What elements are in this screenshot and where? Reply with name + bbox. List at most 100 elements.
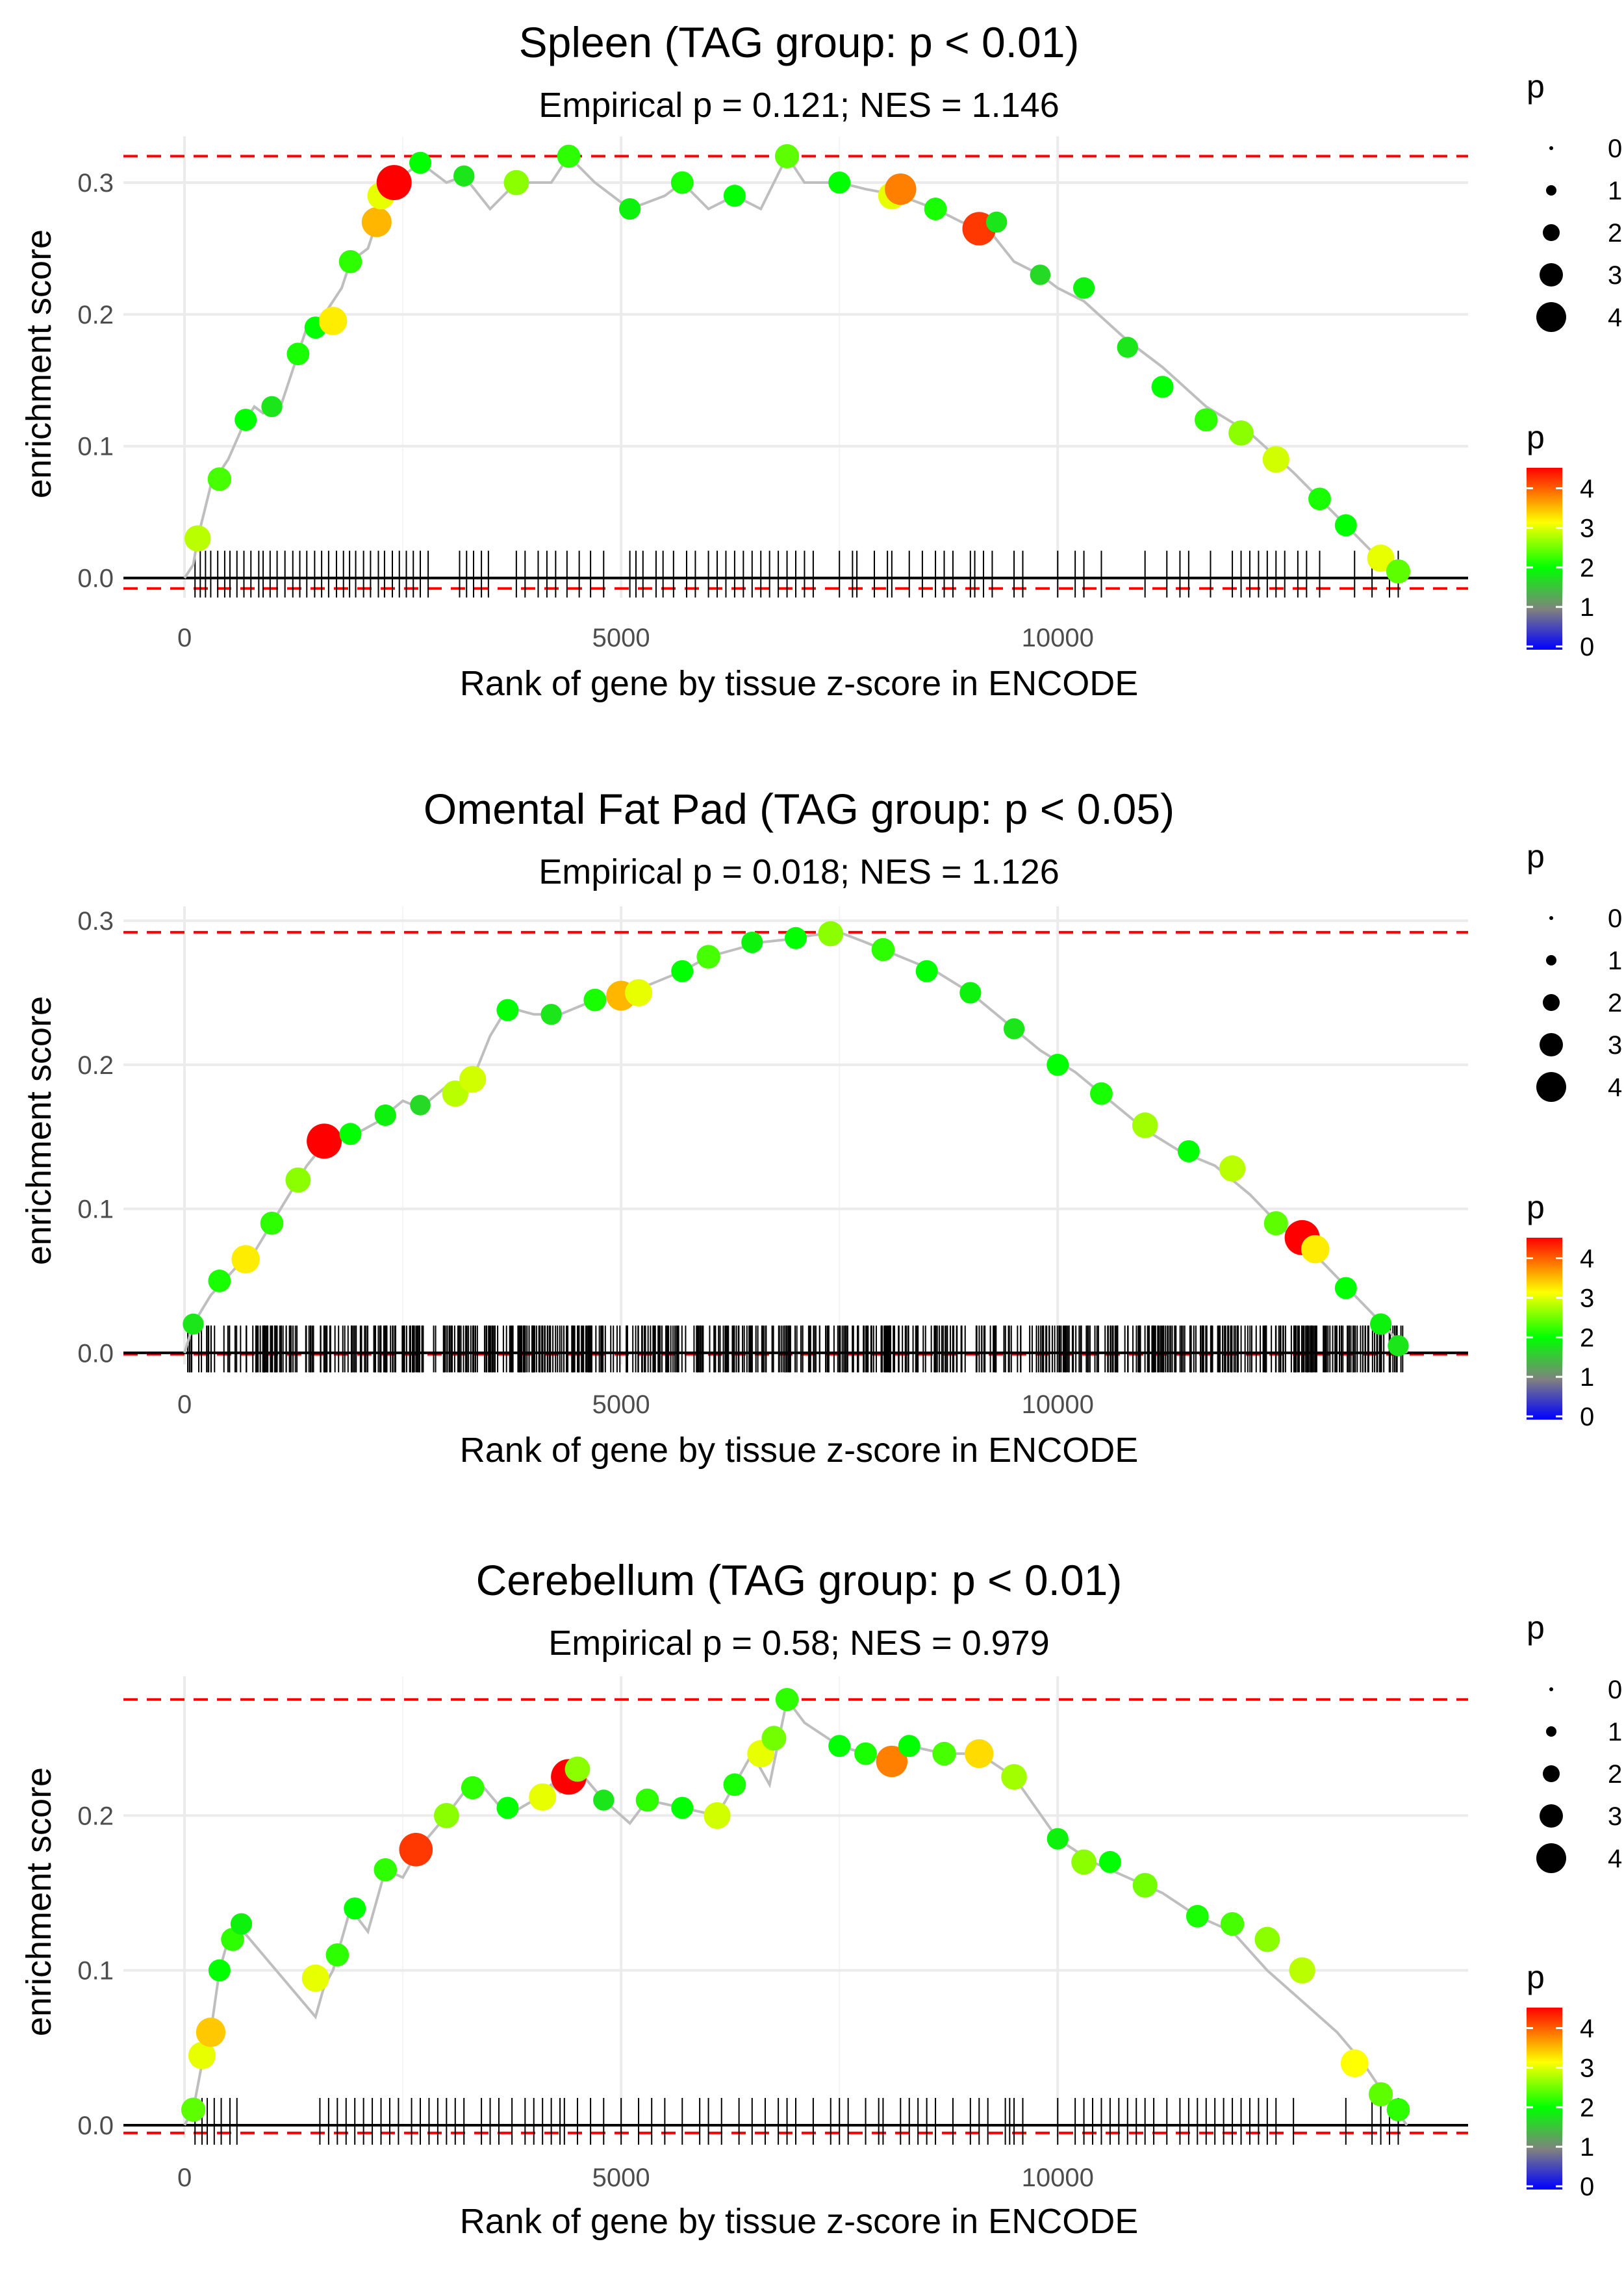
es-point — [1098, 1850, 1121, 1873]
es-point — [1047, 1828, 1069, 1850]
panel-title: Cerebellum (TAG group: p < 0.01) — [476, 1556, 1123, 1604]
es-point — [985, 211, 1008, 233]
es-point — [565, 1756, 590, 1782]
es-point — [325, 1943, 349, 1967]
x-tick-label: 10000 — [1022, 2164, 1094, 2192]
size-legend-label: 3 — [1608, 1802, 1622, 1831]
color-legend-label: 2 — [1580, 554, 1594, 582]
es-point — [828, 172, 851, 194]
color-legend-label: 1 — [1580, 2133, 1594, 2162]
color-legend-label: 1 — [1580, 593, 1594, 622]
size-legend-label: 0 — [1608, 134, 1622, 163]
size-legend-key — [1549, 146, 1553, 150]
es-point — [1219, 1155, 1246, 1182]
y-axis-label: enrichment score — [19, 1767, 58, 2036]
es-point — [1334, 1277, 1357, 1299]
size-legend-key — [1536, 302, 1566, 332]
es-point — [876, 1745, 908, 1778]
es-point — [442, 1080, 468, 1107]
es-point — [301, 1964, 329, 1992]
es-point — [1254, 1926, 1280, 1952]
es-point — [361, 207, 392, 237]
color-legend-label: 3 — [1580, 1284, 1594, 1312]
es-point — [1340, 2049, 1369, 2078]
es-point — [307, 1123, 342, 1159]
x-tick-label: 5000 — [592, 1390, 650, 1419]
y-tick-label: 0.0 — [77, 565, 114, 593]
plot-area: 0 5000 10000 0.0 0.1 0.2 0.3 — [77, 906, 1468, 1419]
es-point — [453, 165, 475, 187]
es-point — [723, 185, 746, 207]
size-legend-label: 2 — [1608, 989, 1622, 1017]
size-legend-key — [1543, 224, 1560, 241]
x-tick-label: 10000 — [1022, 624, 1094, 652]
x-tick-label: 5000 — [592, 624, 650, 652]
es-point — [1177, 1140, 1200, 1162]
es-point — [671, 1796, 694, 1819]
es-point — [196, 2017, 226, 2047]
es-point — [1228, 420, 1254, 446]
color-legend-title: p — [1527, 1959, 1545, 1995]
panel-omental-fat-pad: Omental Fat Pad (TAG group: p < 0.05) Em… — [19, 785, 1468, 1470]
y-tick-label: 0.3 — [77, 907, 114, 936]
es-point — [965, 1739, 994, 1769]
x-tick-label: 0 — [177, 1390, 192, 1419]
color-legend-bar — [1527, 468, 1562, 650]
es-point — [318, 307, 348, 335]
es-point — [286, 342, 310, 366]
size-legend-label: 0 — [1608, 1676, 1622, 1704]
es-point — [593, 1789, 615, 1811]
es-point — [496, 1796, 519, 1819]
size-legend-key — [1549, 916, 1553, 920]
es-point — [1386, 559, 1411, 584]
es-point — [635, 1788, 659, 1812]
es-point — [583, 988, 607, 1012]
es-point — [959, 982, 982, 1004]
size-legend-title: p — [1527, 838, 1545, 875]
y-tick-label: 0.1 — [77, 433, 114, 461]
es-point — [376, 165, 412, 200]
es-point — [231, 1245, 260, 1273]
es-point — [1030, 264, 1051, 285]
es-point — [208, 1270, 231, 1292]
es-point — [1334, 514, 1357, 537]
color-legend-title: p — [1527, 419, 1545, 455]
es-point — [461, 1776, 485, 1800]
es-point — [671, 960, 694, 982]
color-legend-label: 0 — [1580, 2173, 1594, 2201]
es-point — [1186, 1904, 1209, 1928]
es-point — [1289, 1957, 1315, 1984]
size-legend-title: p — [1527, 1609, 1545, 1646]
es-point — [1071, 1849, 1097, 1875]
size-legend-key — [1546, 1726, 1556, 1737]
es-point — [188, 2041, 216, 2069]
es-point — [915, 960, 938, 982]
es-point — [529, 1783, 557, 1811]
es-curve — [183, 1696, 1408, 2127]
color-legend-label: 4 — [1580, 2015, 1594, 2043]
color-legend-title: p — [1527, 1189, 1545, 1225]
es-point — [1262, 446, 1289, 473]
es-point — [1388, 1335, 1409, 1357]
es-point — [207, 467, 232, 491]
es-point — [625, 979, 653, 1007]
size-legend-key — [1549, 1687, 1553, 1691]
y-tick-label: 0.1 — [77, 1195, 114, 1224]
es-point — [670, 171, 694, 194]
color-legend-label: 2 — [1580, 2093, 1594, 2122]
x-axis-label: Rank of gene by tissue z-score in ENCODE — [460, 2202, 1138, 2241]
es-point — [1367, 544, 1395, 572]
size-legend-key — [1536, 1072, 1566, 1102]
es-point — [235, 409, 257, 431]
panel-title: Spleen (TAG group: p < 0.01) — [519, 18, 1080, 66]
size-legend-label: 4 — [1608, 303, 1622, 332]
size-legend-label: 2 — [1608, 1760, 1622, 1789]
panel-title: Omental Fat Pad (TAG group: p < 0.05) — [424, 785, 1174, 833]
color-legend-label: 2 — [1580, 1323, 1594, 1352]
es-point — [1263, 1211, 1288, 1236]
es-point — [1117, 337, 1138, 358]
es-point — [496, 999, 519, 1021]
es-point — [260, 1211, 284, 1235]
